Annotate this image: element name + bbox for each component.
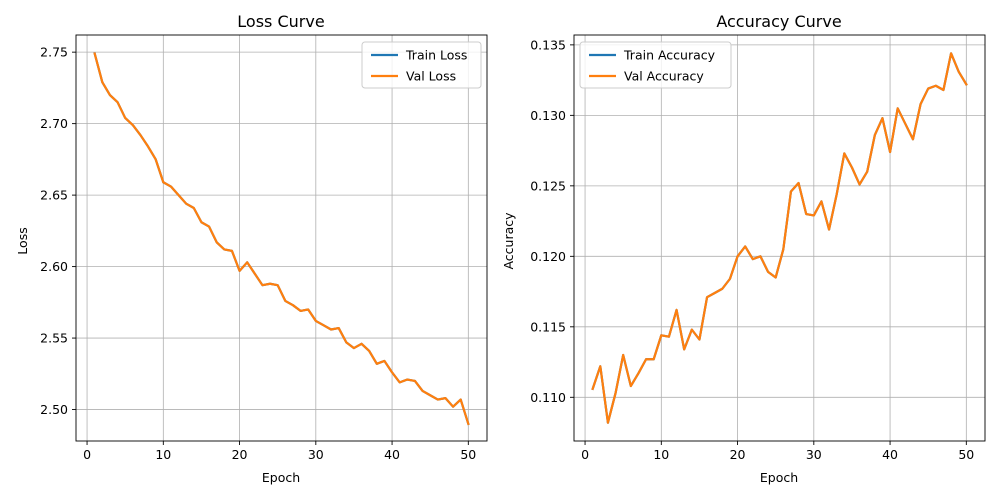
accuracy-x-axis-label: Epoch [760,470,798,485]
loss-x-tick-label: 50 [460,447,476,462]
accuracy-y-tick-label: 0.110 [530,390,566,405]
accuracy-y-tick-label: 0.130 [530,108,566,123]
loss-y-tick-label: 2.50 [40,402,68,417]
loss-x-tick-label: 10 [155,447,171,462]
accuracy-axes-frame [573,34,986,442]
loss-legend-label-train: Train Loss [405,48,467,63]
accuracy-y-tick-label: 0.115 [530,319,566,334]
accuracy-legend-label-val: Val Accuracy [624,69,704,84]
accuracy-x-tick-label: 10 [653,447,669,462]
accuracy-chart: Accuracy Curve Epoch Accuracy 0 10 20 30 40 5… [501,12,986,485]
loss-y-tick-label: 2.60 [40,259,68,274]
loss-y-tick-label: 2.65 [40,188,68,203]
loss-x-tick-label: 20 [232,447,248,462]
accuracy-x-tick-label: 50 [958,447,974,462]
accuracy-x-tick-label: 30 [806,447,822,462]
accuracy-legend-box [579,41,732,89]
accuracy-series-line-val [591,52,968,424]
loss-y-axis-label: Loss [15,227,30,254]
accuracy-x-tick-label: 20 [730,447,746,462]
loss-y-tick-label: 2.70 [40,116,68,131]
loss-x-tick-label: 40 [384,447,400,462]
accuracy-y-tick-label: 0.135 [530,37,566,52]
accuracy-x-tick-label: 0 [581,447,589,462]
loss-legend-label-val: Val Loss [406,69,456,84]
loss-y-tick-label: 2.75 [40,45,68,60]
loss-x-axis-label: Epoch [262,470,300,485]
loss-x-tick-label: 0 [83,447,91,462]
accuracy-chart-title: Accuracy Curve [716,12,841,31]
loss-chart-title: Loss Curve [237,12,324,31]
loss-y-tick-label: 2.55 [40,331,68,346]
accuracy-y-tick-label: 0.120 [530,249,566,264]
loss-axes-frame [75,34,488,442]
accuracy-legend-label-train: Train Accuracy [623,48,716,63]
loss-chart: Loss Curve Epoch Loss 0 10 20 30 40 50 2.50 2.5… [15,12,488,485]
loss-series-line-val [93,52,470,426]
accuracy-y-tick-label: 0.125 [530,178,566,193]
accuracy-x-tick-label: 40 [882,447,898,462]
accuracy-legend: Train Accuracy Val Accuracy [579,41,732,89]
loss-x-tick-label: 30 [308,447,324,462]
accuracy-y-axis-label: Accuracy [501,212,516,270]
loss-legend: Train Loss Val Loss [361,41,482,89]
